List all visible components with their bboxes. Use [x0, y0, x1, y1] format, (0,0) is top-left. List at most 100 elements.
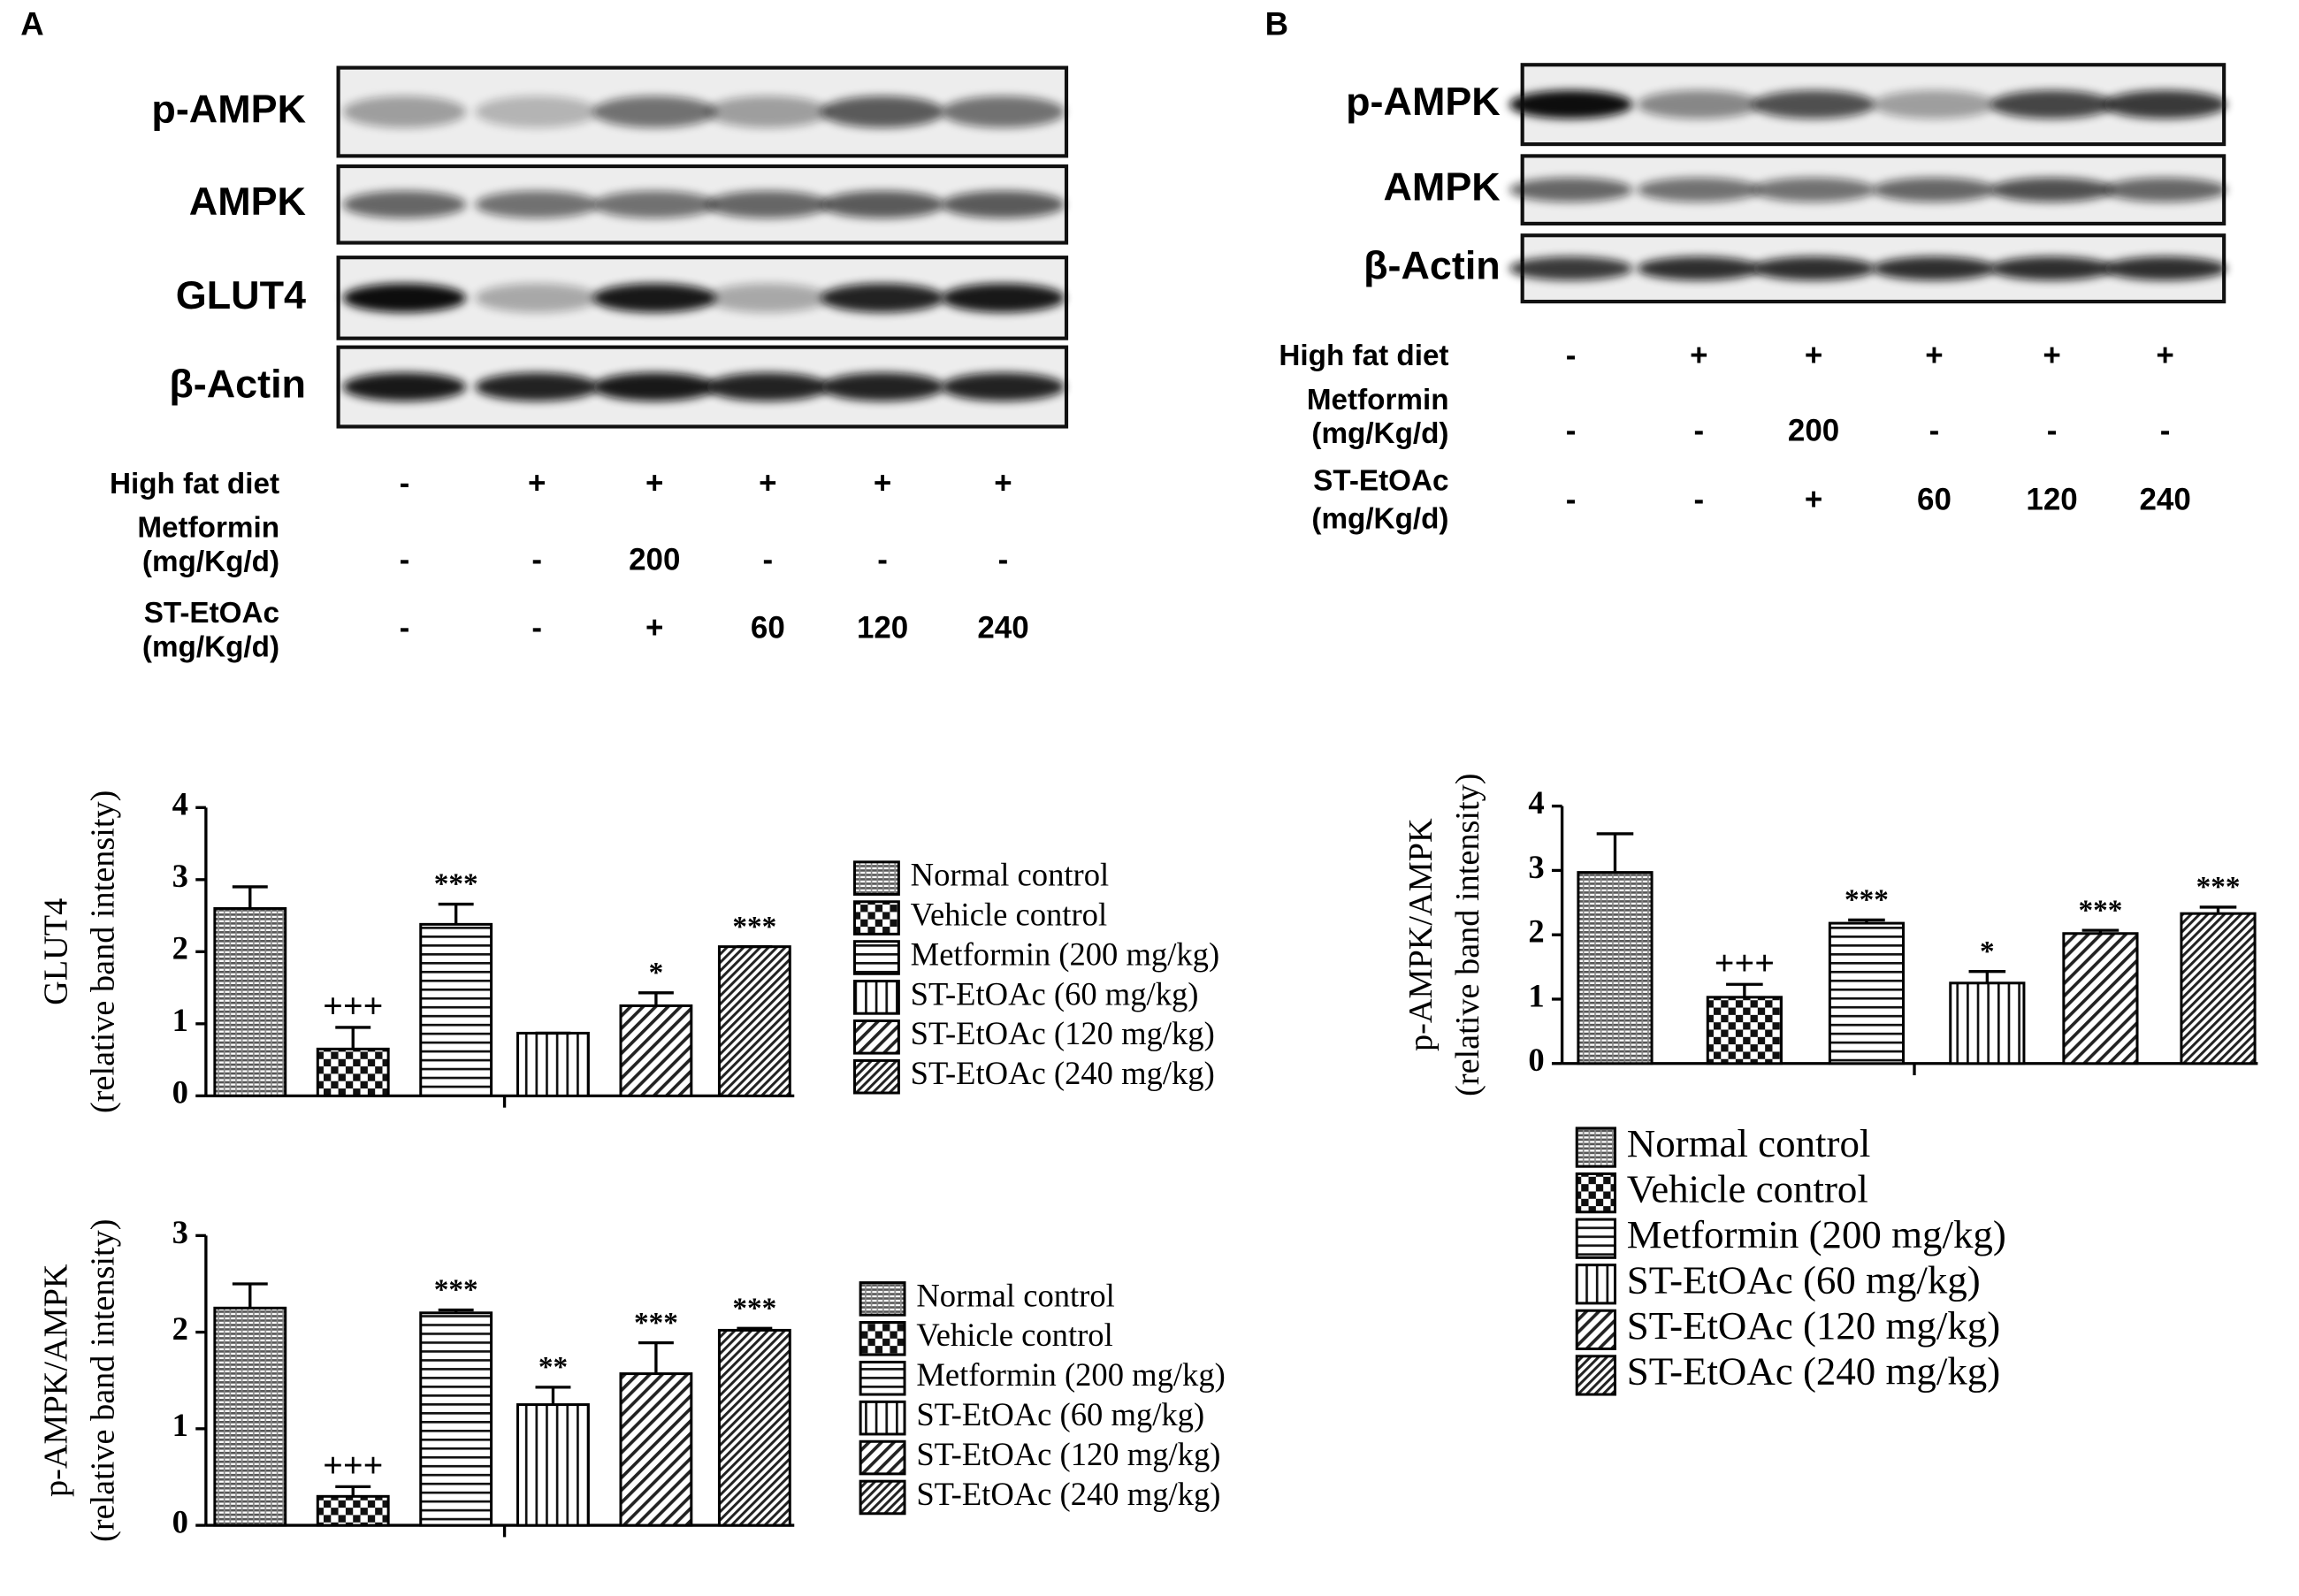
bar	[717, 1328, 791, 1527]
treatment-cell: -	[1693, 483, 1704, 517]
legend-swatch	[859, 1281, 906, 1317]
y-tick-label: 3	[172, 1214, 188, 1250]
legend-swatch	[859, 1400, 906, 1436]
panel-label: B	[1265, 6, 1288, 42]
y-tick-label: 2	[1528, 913, 1544, 950]
y-tick-label: 2	[172, 1310, 188, 1347]
significance-label: *	[649, 956, 664, 989]
y-axis-label: (relative band intensity)	[1449, 774, 1486, 1096]
legend-label: ST-EtOAc (60 mg/kg)	[916, 1396, 1204, 1432]
blot-label: GLUT4	[176, 272, 306, 317]
blot-band	[1990, 90, 2114, 119]
legend-label: Metformin (200 mg/kg)	[1627, 1212, 2006, 1256]
legend-label: Vehicle control	[911, 896, 1107, 932]
treatment-cell: -	[1566, 483, 1577, 517]
treatment-cell: +	[759, 466, 776, 500]
y-tick-label: 1	[172, 1407, 188, 1443]
legend-swatch	[852, 980, 900, 1015]
y-tick-label: 2	[172, 930, 188, 966]
significance-label: +++	[323, 1446, 383, 1485]
treatment-label: (mg/Kg/d)	[142, 546, 279, 578]
blot-band	[706, 190, 830, 218]
blot-band	[592, 372, 717, 401]
blot-band	[941, 95, 1065, 128]
legend-swatch	[1575, 1264, 1616, 1305]
bar	[619, 1004, 693, 1097]
legend-swatch	[852, 1019, 900, 1055]
legend-swatch	[852, 860, 900, 896]
y-tick-label: 3	[172, 858, 188, 894]
treatment-cell: 200	[629, 543, 680, 577]
legend-label: ST-EtOAc (60 mg/kg)	[1627, 1258, 1981, 1302]
treatment-cell: -	[763, 543, 774, 577]
treatment-cell: 60	[751, 610, 785, 645]
bar	[1706, 996, 1783, 1065]
blot-band	[1637, 90, 1761, 119]
treatment-label: ST-EtOAc	[144, 597, 279, 630]
blot-band	[1508, 90, 1633, 119]
blot-label: AMPK	[189, 179, 307, 224]
y-tick-label: 0	[172, 1074, 188, 1111]
blot-band	[475, 283, 600, 313]
y-axis-label: (relative band intensity)	[85, 790, 122, 1113]
blot-band	[342, 372, 467, 401]
blot-band	[1508, 256, 1633, 281]
legend-label: Metformin (200 mg/kg)	[911, 935, 1219, 972]
blot-band	[941, 190, 1065, 218]
y-axis-label: p-AMPK/AMPK	[37, 1264, 74, 1497]
blot-label: β-Actin	[169, 361, 306, 406]
legend-label: ST-EtOAc (120 mg/kg)	[916, 1436, 1220, 1472]
blot-band	[821, 190, 944, 218]
legend-swatch	[1575, 1172, 1616, 1214]
y-axis-label: p-AMPK/AMPK	[1402, 818, 1440, 1051]
bar	[419, 922, 493, 1097]
treatment-cell: -	[998, 543, 1009, 577]
treatment-cell: +	[645, 610, 663, 645]
legend-swatch	[852, 900, 900, 935]
y-tick-label: 1	[172, 1002, 188, 1038]
treatment-cell: 200	[1788, 413, 1839, 447]
bar	[1577, 871, 1654, 1065]
y-tick-label: 4	[1528, 784, 1544, 821]
blot-band	[342, 95, 467, 128]
treatment-cell: -	[2047, 413, 2058, 447]
blot-band	[821, 95, 944, 128]
legend-swatch	[859, 1360, 906, 1396]
legend-swatch	[1575, 1126, 1616, 1168]
treatment-cell: 60	[1917, 483, 1951, 517]
blot-band	[706, 95, 830, 128]
legend-label: ST-EtOAc (120 mg/kg)	[911, 1015, 1215, 1051]
blot-band	[706, 283, 830, 313]
significance-label: *	[1980, 935, 1995, 967]
blot-band	[2103, 90, 2227, 119]
panel-label: A	[20, 6, 43, 42]
treatment-cell: +	[1690, 339, 1707, 373]
significance-label: ***	[732, 910, 776, 943]
significance-label: ***	[434, 867, 478, 900]
treatment-label: High fat diet	[110, 468, 279, 500]
blot-band	[941, 283, 1065, 313]
blot-band	[1637, 177, 1761, 202]
bar	[516, 1403, 590, 1527]
significance-label: ***	[2078, 894, 2122, 927]
blot-band	[706, 372, 830, 401]
blot-band	[1872, 256, 1997, 281]
blot-band	[1752, 256, 1875, 281]
blot-label: p-AMPK	[151, 86, 306, 131]
treatment-label: Metformin	[137, 512, 279, 545]
legend-label: Normal control	[1627, 1121, 1871, 1165]
blot-label: AMPK	[1384, 164, 1501, 210]
blot-band	[342, 190, 467, 218]
treatment-cell: -	[877, 543, 888, 577]
treatment-cell: +	[994, 466, 1012, 500]
treatment-cell: +	[1805, 483, 1822, 517]
treatment-cell: 240	[2139, 483, 2190, 517]
treatment-cell: +	[1805, 339, 1822, 373]
bar	[316, 1047, 390, 1097]
bar	[213, 906, 287, 1097]
blot-band	[1752, 90, 1875, 119]
treatment-label: Metformin	[1307, 384, 1449, 416]
blot-label: β-Actin	[1363, 243, 1501, 288]
